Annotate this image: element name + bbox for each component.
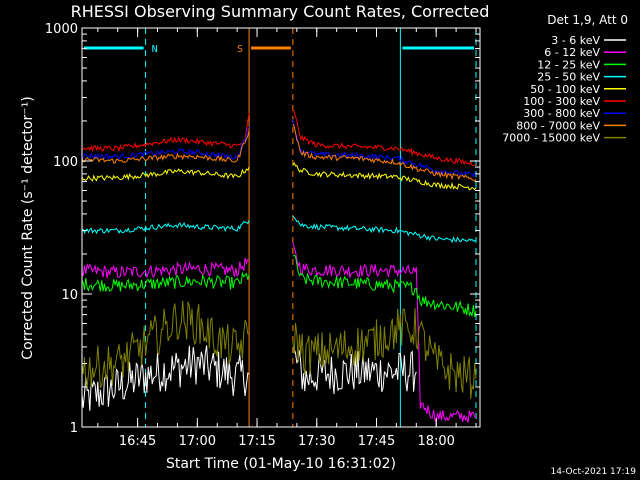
plot-frame [81,27,481,428]
legend-title: Det 1,9, Att 0 [547,13,628,27]
y-axis-label: Corrected Count Rate (s⁻¹ detector⁻¹) [20,96,36,359]
y-tick-label-1: 1 [70,421,78,436]
legend-label-1: 3 - 6 keV [551,34,600,47]
legend-label-8: 800 - 7000 keV [516,119,600,132]
legend-label-7: 300 - 800 keV [523,107,600,120]
legend-label-6: 100 - 300 keV [523,95,600,108]
series-line-3 [81,254,477,318]
series-line-5 [81,161,477,191]
x-tick-label-4: 17:30 [298,434,335,449]
x-tick-label-6: 18:00 [417,434,454,449]
footer-timestamp: 14-Oct-2021 17:19 [551,467,637,477]
series-line-9 [81,300,477,399]
chart-title: RHESSI Observing Summary Count Rates, Co… [71,2,490,21]
legend-label-3: 12 - 25 keV [537,58,600,71]
y-tick-label-4: 1000 [45,22,78,37]
legend-label-5: 50 - 100 keV [530,83,600,96]
x-axis-label: Start Time (01-May-10 16:31:02) [166,456,396,472]
axis-layer: 16:45 17:00 17:15 17:30 17:45 18:00 1 10 100 1000 [45,22,480,449]
series-layer [81,108,477,425]
annotation-label-1: N [152,44,158,55]
x-tick-label-2: 17:00 [179,434,216,449]
series-line-1 [81,345,417,411]
legend-label-4: 25 - 50 keV [537,71,600,84]
series-line-8 [81,123,477,182]
y-tick-label-2: 10 [61,288,78,303]
annotation-label-2: S [237,44,243,55]
series-line-6 [81,108,477,167]
legend-label-9: 7000 - 15000 keV [502,132,600,145]
x-tick-label-5: 17:45 [358,434,395,449]
x-tick-label-3: 17:15 [238,434,275,449]
x-tick-label-1: 16:45 [119,434,156,449]
y-tick-label-3: 100 [53,155,78,170]
series-line-2 [81,241,477,425]
legend-label-2: 6 - 12 keV [544,46,600,59]
series-line-4 [81,215,477,244]
